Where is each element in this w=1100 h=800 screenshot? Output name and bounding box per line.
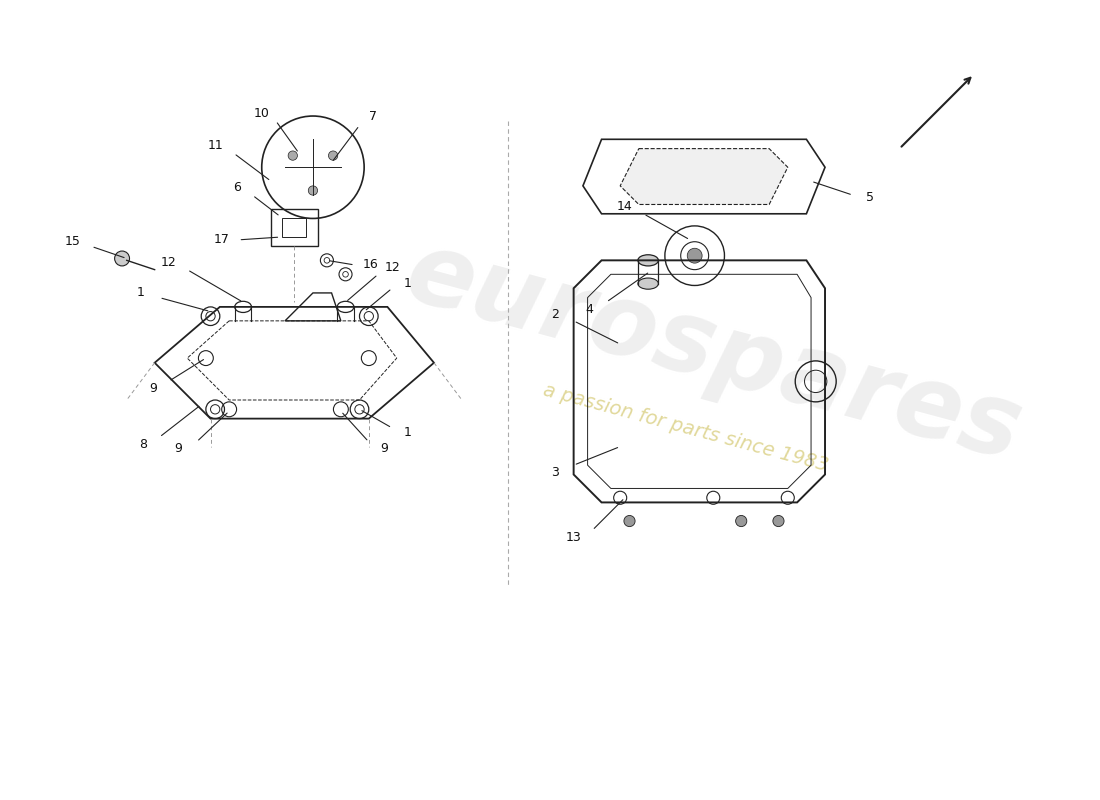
Text: 1: 1 — [404, 426, 411, 439]
Text: 16: 16 — [363, 258, 378, 271]
Circle shape — [308, 186, 318, 195]
Circle shape — [773, 515, 784, 526]
Text: 12: 12 — [161, 256, 176, 269]
Text: 12: 12 — [384, 262, 400, 274]
Text: 9: 9 — [381, 442, 388, 455]
Text: 13: 13 — [565, 531, 582, 544]
Text: 8: 8 — [140, 438, 147, 451]
Circle shape — [624, 515, 635, 526]
Text: 17: 17 — [213, 234, 230, 246]
Text: 9: 9 — [174, 442, 182, 455]
Circle shape — [736, 515, 747, 526]
Text: 4: 4 — [585, 303, 593, 316]
Circle shape — [688, 248, 702, 263]
Text: 14: 14 — [617, 200, 632, 213]
Text: 3: 3 — [551, 466, 559, 479]
Text: eurospares: eurospares — [395, 225, 1032, 482]
Text: 9: 9 — [148, 382, 156, 395]
Text: 5: 5 — [866, 190, 873, 203]
Text: 11: 11 — [207, 139, 223, 152]
Text: 1: 1 — [404, 277, 411, 290]
Text: a passion for parts since 1983: a passion for parts since 1983 — [541, 381, 830, 475]
Circle shape — [114, 251, 130, 266]
Polygon shape — [620, 149, 788, 205]
Ellipse shape — [638, 254, 659, 266]
Circle shape — [288, 151, 297, 160]
Text: 2: 2 — [551, 308, 559, 321]
Text: 6: 6 — [233, 182, 241, 194]
Circle shape — [329, 151, 338, 160]
Text: 7: 7 — [370, 110, 377, 122]
Text: 15: 15 — [65, 235, 80, 248]
Text: 1: 1 — [136, 286, 144, 299]
Text: 10: 10 — [254, 106, 270, 120]
Ellipse shape — [638, 278, 659, 290]
